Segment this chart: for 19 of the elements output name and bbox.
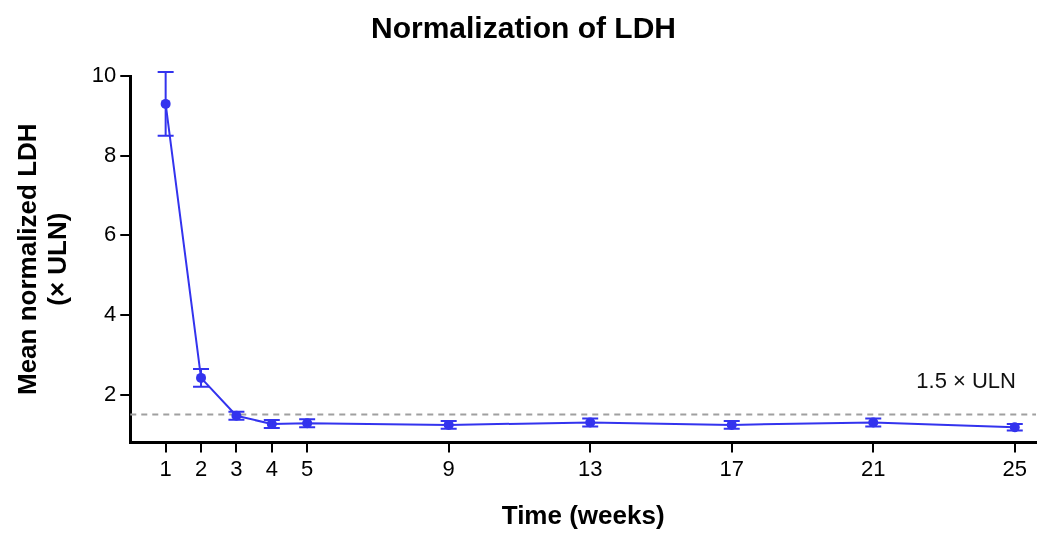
x-tick-label: 3	[230, 455, 243, 481]
x-tick-label: 25	[1002, 455, 1028, 481]
y-axis-title: Mean normalized LDH (× ULN)	[12, 123, 73, 395]
ref-line-label: 1.5 × ULN	[916, 367, 1016, 393]
y-tick-label: 10	[91, 62, 117, 88]
chart-title: Normalization of LDH	[371, 11, 676, 45]
x-tick-label: 13	[577, 455, 603, 481]
x-tick-label: 17	[719, 455, 744, 481]
y-tick-label: 2	[104, 380, 117, 406]
x-tick-label: 2	[194, 455, 208, 481]
y-tick-label: 8	[104, 141, 117, 167]
x-tick-label: 1	[159, 455, 172, 481]
y-tick-label: 4	[104, 301, 117, 327]
y-tick-label: 6	[104, 221, 117, 247]
x-tick-label: 9	[442, 455, 455, 481]
x-tick-label: 21	[861, 455, 886, 481]
x-axis-title: Time (weeks)	[501, 499, 665, 530]
x-tick-label: 5	[301, 455, 314, 481]
x-tick-label: 4	[265, 455, 278, 481]
